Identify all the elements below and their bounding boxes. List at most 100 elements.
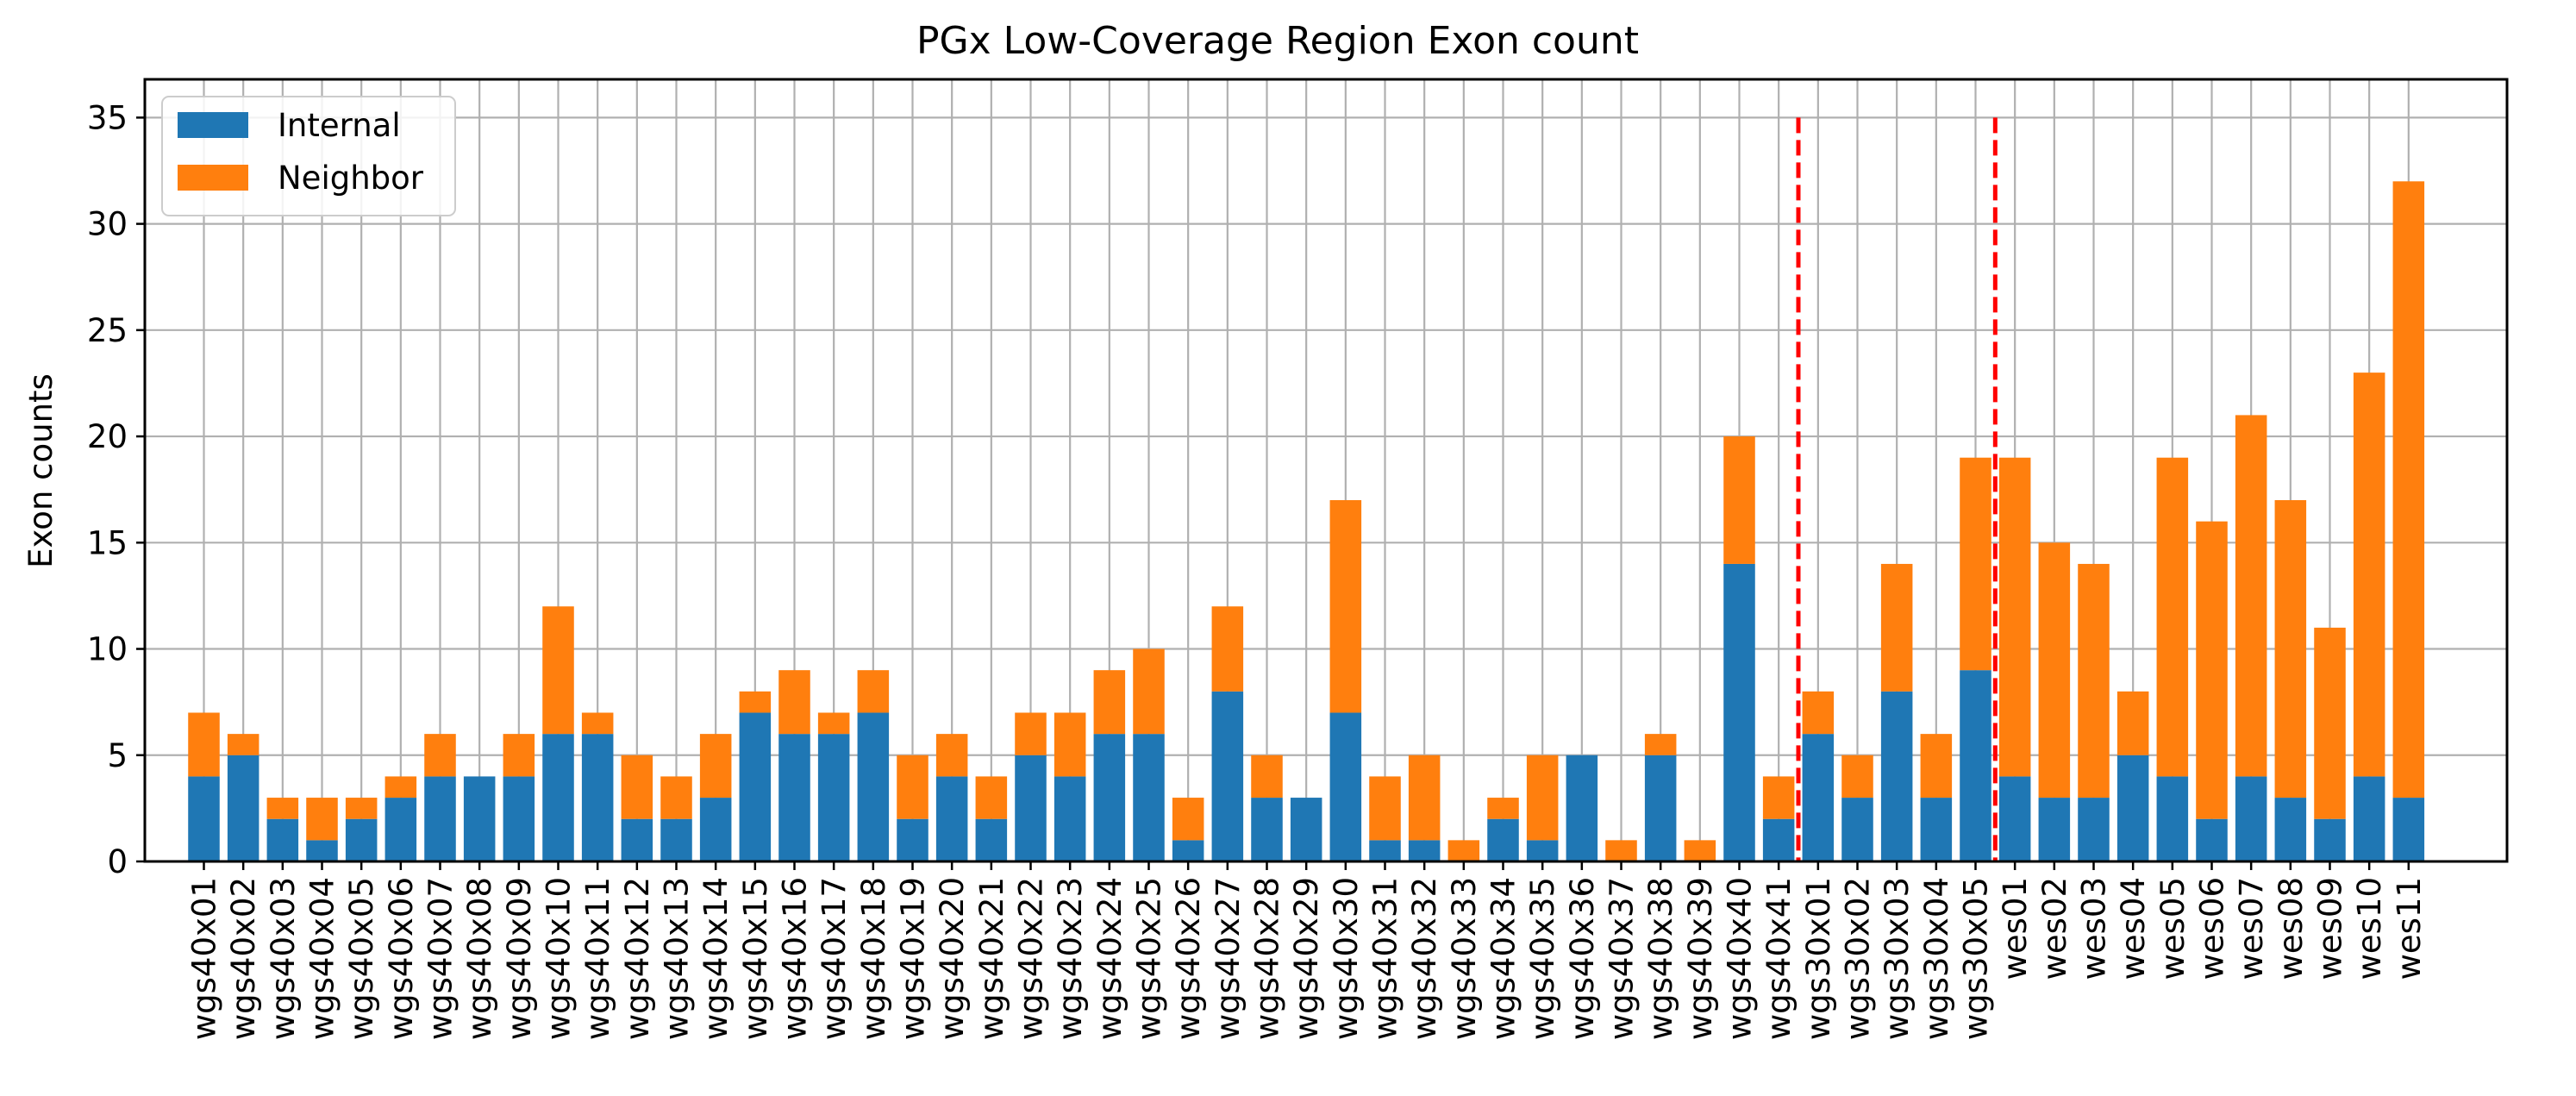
bar-internal (463, 776, 496, 861)
x-axis-ticks: wgs40x01 wgs40x02 wgs40x03 wgs40x04 wgs40x05… (186, 861, 2428, 1040)
bar-neighbor (1723, 436, 1755, 564)
bar-internal (542, 734, 574, 861)
bar-internal (857, 712, 890, 861)
bar-internal (739, 712, 772, 861)
bar-internal (1960, 670, 1991, 861)
bar-neighbor (1133, 648, 1165, 735)
x-tick-label: wgs40x02 (225, 877, 262, 1040)
x-tick-label: wgs40x27 (1210, 877, 1247, 1040)
x-tick-label: wgs40x10 (541, 877, 578, 1040)
bar-internal (1802, 734, 1835, 861)
bar-internal (1290, 798, 1322, 861)
x-tick-label: wgs40x18 (855, 877, 892, 1040)
x-tick-label: wgs30x05 (1958, 877, 1995, 1040)
x-tick-label: wgs40x11 (579, 877, 616, 1040)
x-tick-label: wgs30x03 (1879, 877, 1916, 1040)
x-tick-label: wgs40x25 (1131, 877, 1168, 1040)
bar-internal (817, 734, 850, 861)
bar-internal (424, 776, 456, 861)
bars (188, 181, 2425, 861)
x-tick-label: wgs40x14 (697, 877, 735, 1040)
bar-neighbor (699, 734, 732, 799)
x-tick-label: wgs40x33 (1446, 877, 1483, 1040)
y-axis-label: Exon counts (22, 373, 59, 568)
bar-internal (699, 798, 732, 861)
x-tick-label: wgs40x16 (777, 877, 814, 1040)
bar-internal (1998, 776, 2031, 861)
bar-neighbor (1605, 840, 1637, 861)
bar-internal (266, 818, 299, 861)
bar-internal (897, 818, 928, 861)
y-axis-ticks: 0 5 10 15 20 25 30 35 (87, 99, 145, 880)
bar-neighbor (935, 734, 968, 777)
bar-internal (1841, 798, 1873, 861)
legend: Internal Neighbor (161, 96, 456, 216)
bar-neighbor (1251, 755, 1283, 799)
x-tick-label: wgs40x21 (973, 877, 1010, 1040)
bar-neighbor (1960, 457, 1991, 671)
bar-neighbor (2235, 415, 2267, 777)
bar-internal (2156, 776, 2189, 861)
bar-neighbor (227, 734, 259, 755)
x-tick-label: wgs40x38 (1642, 877, 1679, 1040)
bar-neighbor (1211, 606, 1244, 692)
x-tick-label: wes02 (2036, 877, 2073, 980)
x-tick-label: wgs40x41 (1760, 877, 1798, 1040)
x-tick-label: wgs40x28 (1249, 877, 1286, 1040)
x-tick-label: wes06 (2194, 877, 2231, 980)
x-tick-label: wgs40x37 (1604, 877, 1641, 1040)
bar-internal (1566, 755, 1598, 861)
bar-neighbor (1015, 712, 1047, 755)
x-tick-label: wgs30x02 (1840, 877, 1877, 1040)
bar-neighbor (1762, 776, 1795, 819)
bar-internal (2116, 755, 2149, 861)
bar-internal (188, 776, 220, 861)
y-tick-label: 5 (107, 737, 128, 774)
bar-internal (227, 755, 259, 861)
x-tick-label: wgs40x40 (1722, 877, 1759, 1040)
bar-neighbor (1880, 563, 1913, 692)
x-tick-label: wgs30x04 (1918, 877, 1955, 1040)
bar-neighbor (778, 670, 810, 735)
bar-neighbor (2274, 500, 2307, 799)
bar-neighbor (306, 798, 338, 841)
y-tick-label: 15 (87, 524, 128, 561)
x-tick-label: wgs40x12 (619, 877, 656, 1040)
bar-neighbor (2116, 691, 2149, 755)
y-tick-label: 25 (87, 312, 128, 349)
x-tick-label: wgs40x30 (1328, 877, 1365, 1040)
separator-lines (1796, 117, 1998, 861)
bar-internal (1211, 691, 1244, 861)
bar-internal (2196, 818, 2228, 861)
x-tick-label: wgs40x23 (1052, 877, 1089, 1040)
bar-neighbor (660, 776, 692, 819)
x-tick-label: wgs40x07 (422, 877, 460, 1040)
bar-internal (1762, 818, 1795, 861)
x-tick-label: wgs40x32 (1406, 877, 1443, 1040)
bar-neighbor (1329, 500, 1362, 713)
bar-neighbor (1369, 776, 1401, 841)
x-tick-label: wgs40x29 (1288, 877, 1325, 1040)
bar-internal (2392, 798, 2425, 861)
x-tick-label: wes11 (2391, 877, 2428, 980)
bar-internal (2274, 798, 2307, 861)
bar-neighbor (2196, 521, 2228, 819)
bar-internal (1015, 755, 1047, 861)
x-tick-label: wes03 (2076, 877, 2113, 980)
legend-label-neighbor: Neighbor (278, 160, 424, 197)
bar-internal (935, 776, 968, 861)
bar-neighbor (621, 755, 653, 819)
x-tick-label: wes05 (2154, 877, 2191, 980)
bar-neighbor (188, 712, 220, 777)
bar-neighbor (266, 798, 299, 819)
bar-neighbor (1802, 691, 1835, 735)
bar-neighbor (2156, 457, 2189, 777)
bar-internal (1329, 712, 1362, 861)
x-tick-label: wes10 (2351, 877, 2388, 980)
plot-frame (143, 78, 2509, 863)
bar-neighbor (1447, 840, 1480, 861)
x-tick-label: wgs40x31 (1367, 877, 1404, 1040)
bar-internal (1251, 798, 1283, 861)
bar-internal (1644, 755, 1677, 861)
bar-internal (385, 798, 417, 861)
